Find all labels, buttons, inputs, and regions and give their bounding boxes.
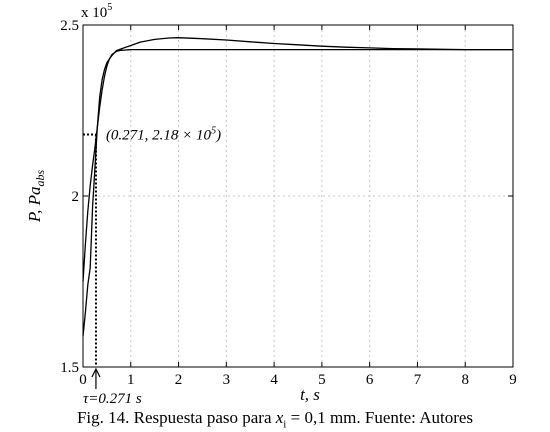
point-annotation: (0.271, 2.18 × 105)	[106, 125, 221, 143]
caption-var: x	[275, 408, 284, 427]
series-line-2	[82, 48, 513, 282]
x-tick-label: 6	[366, 372, 374, 388]
marked-point-guides	[83, 133, 101, 389]
y-tick-label: 1.5	[60, 360, 79, 376]
x-tick-label: 5	[318, 372, 326, 388]
line-chart: 0 1 2 3 4 5 6 7 8 9 1.5 2 2.5 x 105 t, s P, Paabs (0…	[25, 2, 517, 405]
x-tick-label: 0	[79, 372, 87, 388]
caption-prefix: Fig. 14. Respuesta paso para	[76, 408, 276, 427]
tau-annotation: τ=0.271 s	[83, 391, 142, 405]
y-axis-label: P, Paabs	[25, 170, 47, 224]
x-tick-label: 9	[509, 372, 517, 388]
x-tick-label: 3	[223, 372, 231, 388]
x-tick-label: 7	[414, 372, 422, 388]
x-tick-label: 1	[127, 372, 135, 388]
grid	[83, 25, 513, 367]
x-tick-label: 2	[175, 372, 183, 388]
figure-caption: Fig. 14. Respuesta paso para xi = 0,1 mm…	[0, 408, 550, 430]
x-tick-label: 8	[461, 372, 469, 388]
x-axis-label: t, s	[300, 385, 320, 404]
y-tick-label: 2.5	[60, 18, 79, 34]
y-tick-label: 2	[72, 189, 80, 205]
caption-suffix: = 0,1 mm. Fuente: Autores	[286, 408, 474, 427]
axis-ticks: 0 1 2 3 4 5 6 7 8 9 1.5 2 2.5	[60, 18, 517, 388]
y-multiplier: x 105	[81, 2, 112, 21]
caption-var-sub: i	[283, 418, 287, 431]
x-tick-label: 4	[270, 372, 278, 388]
tau-arrow-head	[91, 367, 101, 378]
